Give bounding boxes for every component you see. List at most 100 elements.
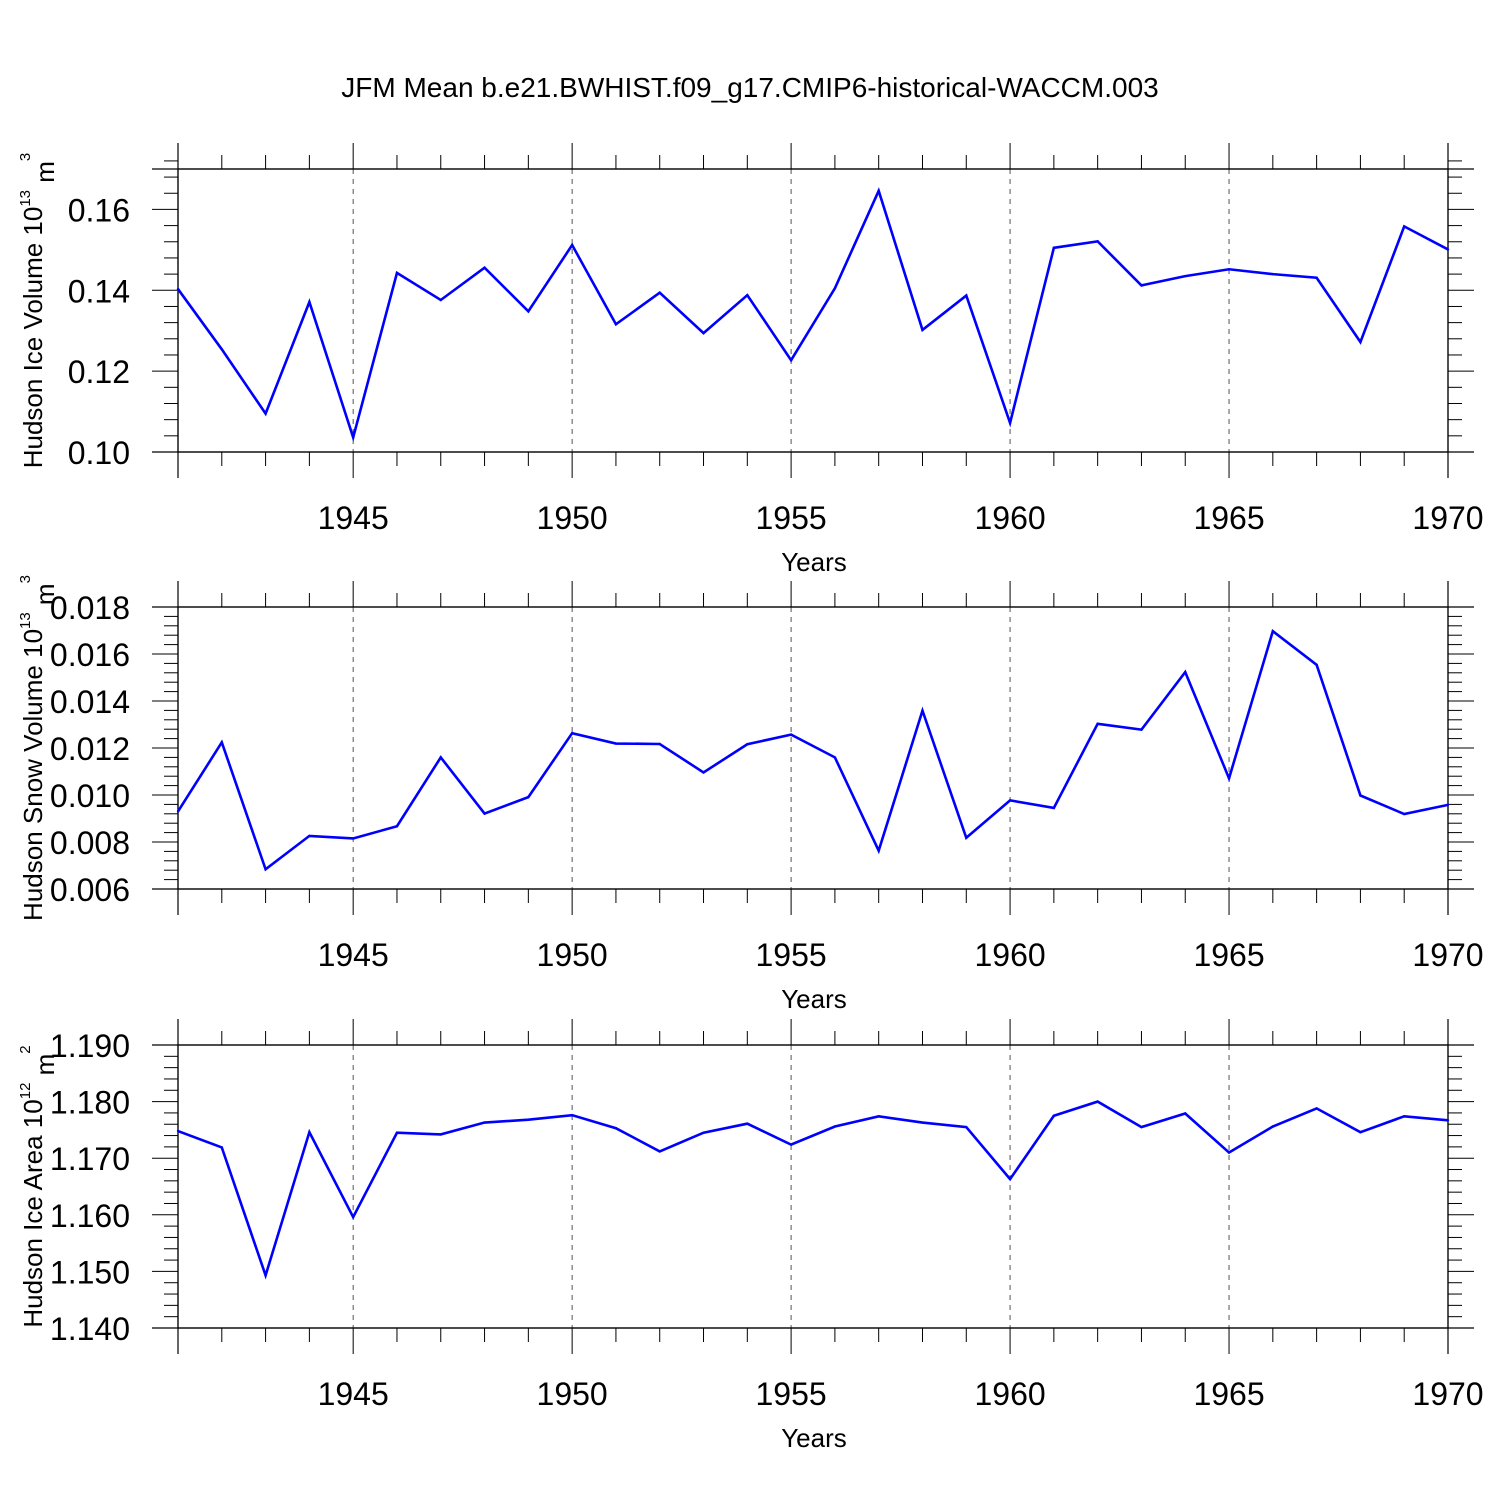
- data-point-1959: [965, 1125, 968, 1129]
- y-label-exponent: 13: [17, 190, 34, 207]
- data-point-1965: [1227, 777, 1231, 780]
- data-point-1948: [483, 1121, 486, 1124]
- x-tick-label: 1955: [756, 500, 827, 536]
- plot-frame: [177, 168, 1449, 453]
- data-point-1962: [1096, 1100, 1099, 1103]
- y-tick-label: 0.10: [68, 435, 130, 471]
- data-point-1961: [1052, 1114, 1056, 1117]
- y-tick-label: 0.010: [50, 778, 130, 814]
- data-point-1949: [527, 310, 530, 313]
- data-point-1968: [1359, 340, 1362, 344]
- data-point-1962: [1096, 240, 1099, 243]
- data-point-1941: [176, 810, 180, 813]
- data-point-1946: [395, 1131, 399, 1134]
- data-point-1966: [1271, 630, 1275, 633]
- data-point-1941: [176, 1129, 180, 1133]
- y-tick-label: 0.012: [50, 731, 130, 767]
- data-point-1949: [527, 795, 530, 799]
- y-label-unit-exponent: 2: [17, 1045, 34, 1053]
- data-point-1968: [1359, 794, 1362, 797]
- x-axis-label: Years: [781, 547, 847, 577]
- data-point-1969: [1403, 812, 1406, 816]
- data-point-1943: [264, 1274, 267, 1277]
- data-point-1942: [220, 348, 223, 351]
- y-tick-label: 1.170: [50, 1141, 130, 1177]
- data-point-1942: [220, 1146, 223, 1149]
- chart-title: JFM Mean b.e21.BWHIST.f09_g17.CMIP6-hist…: [341, 72, 1158, 103]
- plot-frame: [177, 606, 1449, 890]
- data-point-1943: [264, 868, 267, 871]
- data-point-1964: [1184, 670, 1187, 674]
- data-point-1953: [702, 771, 705, 774]
- data-point-1963: [1140, 728, 1143, 731]
- data-point-1964: [1184, 1112, 1187, 1115]
- data-point-1956: [833, 287, 837, 290]
- x-axis-label: Years: [781, 984, 847, 1014]
- data-point-1950: [570, 731, 574, 735]
- series-line: [177, 1100, 1449, 1280]
- data-point-1957: [877, 1115, 880, 1118]
- y-axis-label: Hudson Ice Area 1012 m2: [17, 1045, 60, 1327]
- data-point-1955: [789, 1143, 793, 1146]
- y-tick-label: 0.006: [50, 872, 130, 908]
- data-point-1946: [395, 271, 399, 275]
- y-label-unit-exponent: 3: [17, 153, 34, 161]
- data-point-1970: [1446, 248, 1450, 251]
- x-tick-label: 1945: [318, 1376, 389, 1412]
- data-point-1950: [570, 1113, 574, 1117]
- chart-panel-1: 0.10 0.12 0.14 0.16 1945 1950 1955 1960 1965 1970…: [17, 143, 1484, 577]
- x-tick-label: 1950: [537, 1376, 608, 1412]
- x-tick-label: 1965: [1193, 1376, 1264, 1412]
- data-point-1960: [1008, 1177, 1012, 1181]
- data-point-1941: [176, 287, 180, 291]
- data-point-1964: [1184, 274, 1187, 278]
- data-point-1963: [1140, 284, 1143, 287]
- x-tick-label: 1950: [537, 500, 608, 536]
- data-point-1950: [570, 243, 574, 247]
- x-tick-label: 1945: [318, 500, 389, 536]
- data-point-1966: [1271, 1125, 1275, 1128]
- data-point-1960: [1008, 799, 1012, 802]
- data-point-1959: [965, 836, 968, 839]
- data-point-1951: [614, 1127, 618, 1130]
- data-point-1957: [877, 849, 880, 852]
- data-point-1967: [1315, 1107, 1318, 1110]
- data-point-1961: [1052, 806, 1056, 810]
- x-tick-label: 1970: [1412, 500, 1483, 536]
- data-point-1958: [921, 328, 924, 332]
- data-point-1947: [439, 1133, 442, 1136]
- data-point-1969: [1403, 1115, 1406, 1118]
- data-point-1943: [264, 412, 267, 415]
- y-tick-label: 1.150: [50, 1254, 130, 1290]
- y-tick-label: 0.14: [68, 273, 130, 309]
- data-point-1945: [351, 1215, 355, 1219]
- data-point-1968: [1359, 1130, 1362, 1134]
- y-tick-label: 0.016: [50, 637, 130, 673]
- data-point-1961: [1052, 246, 1056, 250]
- y-tick-label: 1.190: [50, 1028, 130, 1064]
- x-tick-label: 1950: [537, 937, 608, 973]
- data-point-1953: [702, 331, 705, 335]
- chart-panel-2: 0.006 0.008 0.010 0.012 0.014 0.016 0.018 1945 1…: [17, 575, 1484, 1014]
- y-label-text: Hudson Ice Area 10: [18, 1099, 48, 1327]
- data-point-1960: [1008, 421, 1012, 425]
- data-point-1956: [833, 1125, 837, 1128]
- y-label-unit: m: [30, 583, 60, 612]
- x-axis-label: Years: [781, 1423, 847, 1453]
- data-point-1967: [1315, 276, 1318, 279]
- y-axis-label: Hudson Ice Volume 1013 m3: [17, 153, 60, 469]
- data-point-1944: [308, 300, 311, 304]
- y-tick-label: 0.014: [50, 684, 130, 720]
- data-point-1962: [1096, 722, 1099, 725]
- x-tick-label: 1960: [974, 937, 1045, 973]
- y-label-text: Hudson Snow Volume 10: [18, 629, 48, 921]
- data-point-1970: [1446, 1119, 1450, 1122]
- data-point-1947: [439, 298, 442, 302]
- data-point-1967: [1315, 663, 1318, 667]
- x-tick-label: 1970: [1412, 1376, 1483, 1412]
- data-point-1954: [746, 743, 749, 746]
- data-point-1942: [220, 741, 223, 744]
- x-tick-label: 1955: [756, 1376, 827, 1412]
- data-point-1949: [527, 1118, 530, 1121]
